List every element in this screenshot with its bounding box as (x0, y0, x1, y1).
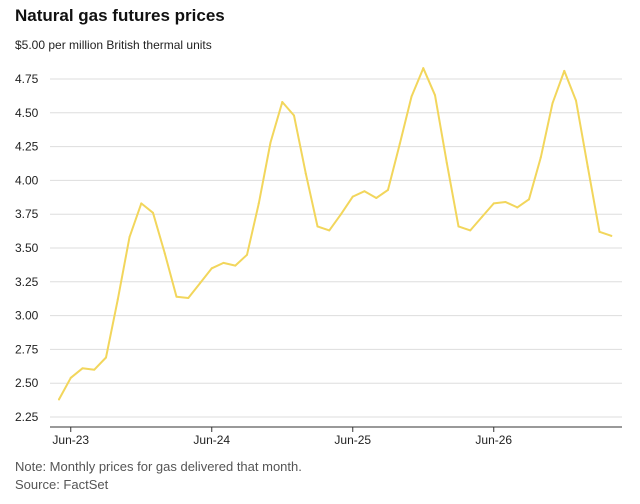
data-point (187, 297, 190, 300)
data-point (222, 261, 225, 264)
data-point (610, 234, 613, 237)
y-tick-label: 3.50 (15, 241, 39, 255)
data-point (504, 201, 507, 204)
data-point (58, 398, 60, 401)
x-tick-label: Jun-25 (334, 433, 371, 447)
data-point (316, 225, 319, 228)
y-tick-label: 3.25 (15, 275, 39, 289)
data-point (199, 282, 201, 285)
y-tick-labels: 2.25 2.50 2.75 3.00 3.25 3.50 3.75 4.00 4.25 4.50… (15, 72, 39, 424)
data-point (152, 211, 154, 214)
y-axis-label: $5.00 per million British thermal units (15, 38, 212, 52)
data-point (445, 161, 448, 164)
data-point (492, 202, 495, 205)
source-line: Source: FactSet (15, 477, 109, 492)
y-tick-label: 4.75 (15, 72, 39, 86)
data-point (434, 94, 436, 97)
data-point (116, 298, 119, 301)
data-point (234, 264, 237, 267)
y-tick-label: 3.75 (15, 207, 39, 221)
series-layer (58, 67, 613, 401)
line-chart: $5.00 per million British thermal units … (15, 38, 622, 447)
y-tick-label: 3.00 (15, 309, 39, 323)
data-point (304, 172, 307, 175)
y-tick-label: 2.25 (15, 410, 39, 424)
data-point (398, 142, 401, 145)
data-point (457, 225, 460, 228)
chart-title: Natural gas futures prices (15, 6, 225, 25)
data-point (69, 376, 72, 379)
data-point (340, 213, 342, 216)
y-tick-label: 4.25 (15, 140, 39, 154)
data-point (516, 206, 519, 209)
y-tick-label: 4.50 (15, 106, 39, 120)
data-point (210, 267, 213, 270)
data-point (93, 368, 96, 371)
data-point (586, 165, 589, 168)
data-point (281, 100, 284, 103)
data-point (269, 141, 272, 144)
data-point (563, 69, 566, 72)
data-point (387, 188, 389, 191)
data-point (539, 156, 542, 159)
y-tick-label: 2.50 (15, 376, 39, 390)
gridlines (50, 78, 622, 418)
footnote: Note: Monthly prices for gas delivered t… (15, 459, 302, 474)
data-point (257, 202, 260, 205)
data-point (422, 67, 425, 70)
x-axis: Jun-23 Jun-24 Jun-25 Jun-26 (50, 426, 622, 447)
data-point (551, 102, 554, 105)
data-point (140, 202, 143, 205)
data-point (293, 114, 295, 117)
y-tick-label: 2.75 (15, 342, 39, 356)
data-point (469, 229, 472, 232)
data-point (128, 236, 131, 239)
data-point (575, 99, 577, 102)
data-point (246, 253, 248, 256)
data-point (163, 252, 166, 255)
data-point (375, 196, 378, 199)
x-tick-label: Jun-23 (52, 433, 89, 447)
data-point (598, 230, 601, 233)
data-point (528, 198, 530, 201)
chart-footer: Note: Monthly prices for gas delivered t… (15, 458, 302, 494)
data-point (81, 367, 84, 370)
y-tick-label: 4.00 (15, 173, 39, 187)
series-line (58, 67, 613, 401)
data-point (363, 190, 366, 193)
data-point (481, 215, 483, 218)
data-point (175, 295, 178, 298)
data-point (105, 356, 107, 359)
data-point (410, 95, 413, 98)
x-tick-label: Jun-24 (193, 433, 230, 447)
data-point (328, 229, 331, 232)
x-tick-label: Jun-26 (475, 433, 512, 447)
data-point (351, 195, 354, 198)
